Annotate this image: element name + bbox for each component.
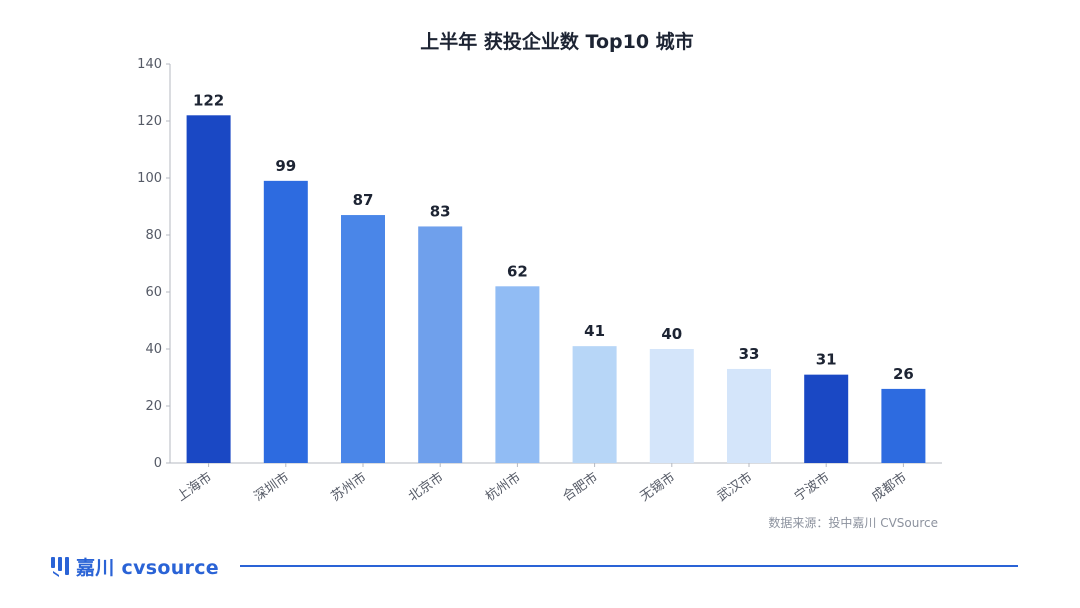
y-tick-label: 120: [137, 114, 162, 129]
data-label: 83: [430, 202, 451, 220]
axes: 0 20 40 60 80 100 120 140: [137, 57, 942, 471]
bar: [881, 388, 926, 463]
bar: [495, 286, 540, 463]
y-tick-label: 20: [145, 399, 162, 414]
y-tick-label: 60: [145, 285, 162, 300]
category-label: 无锡市: [637, 469, 678, 504]
source-note: 数据来源：投中嘉川 CVSource: [768, 516, 938, 530]
y-tick-label: 100: [137, 171, 162, 186]
category-label: 深圳市: [251, 469, 292, 504]
category-labels: 上海市 深圳市 苏州市 北京市 杭州市 合肥市 无锡市 武汉市 宁波市 成都市: [174, 469, 910, 504]
y-tick-label: 80: [145, 228, 162, 243]
category-label: 北京市: [405, 469, 446, 504]
data-label: 99: [275, 157, 296, 175]
y-tick-label: 40: [145, 342, 162, 357]
category-label: 苏州市: [328, 469, 369, 504]
data-label: 31: [816, 351, 837, 369]
y-tick-label: 0: [154, 456, 162, 471]
data-label: 122: [193, 91, 224, 109]
bar: [649, 349, 694, 463]
data-label: 40: [661, 325, 682, 343]
footer-divider: [240, 565, 1018, 567]
data-labels: 122 99 87 83 62 41 40 33 31 26: [193, 91, 914, 383]
category-label: 宁波市: [791, 469, 832, 504]
bar: [186, 115, 231, 464]
data-label: 87: [353, 191, 374, 209]
bar: [572, 346, 617, 463]
bars: [186, 115, 926, 464]
bar: [418, 226, 463, 463]
data-label: 41: [584, 322, 605, 340]
cvsource-logo-icon: [51, 557, 69, 577]
y-tick-label: 140: [137, 57, 162, 72]
data-label: 26: [893, 365, 914, 383]
data-label: 33: [739, 345, 760, 363]
bar: [341, 215, 385, 463]
category-label: 武汉市: [714, 469, 755, 504]
category-label: 杭州市: [483, 469, 524, 504]
category-label: 合肥市: [560, 469, 601, 504]
category-label: 上海市: [174, 469, 215, 504]
footer-logo: 嘉川 cvsource: [50, 552, 219, 580]
bar: [804, 374, 849, 463]
data-label: 62: [507, 262, 528, 280]
bar: [263, 180, 308, 463]
chart-title: 上半年 获投企业数 Top10 城市: [420, 30, 693, 53]
logo-text: 嘉川 cvsource: [76, 556, 219, 579]
bar: [727, 368, 771, 463]
category-label: 成都市: [869, 469, 910, 504]
